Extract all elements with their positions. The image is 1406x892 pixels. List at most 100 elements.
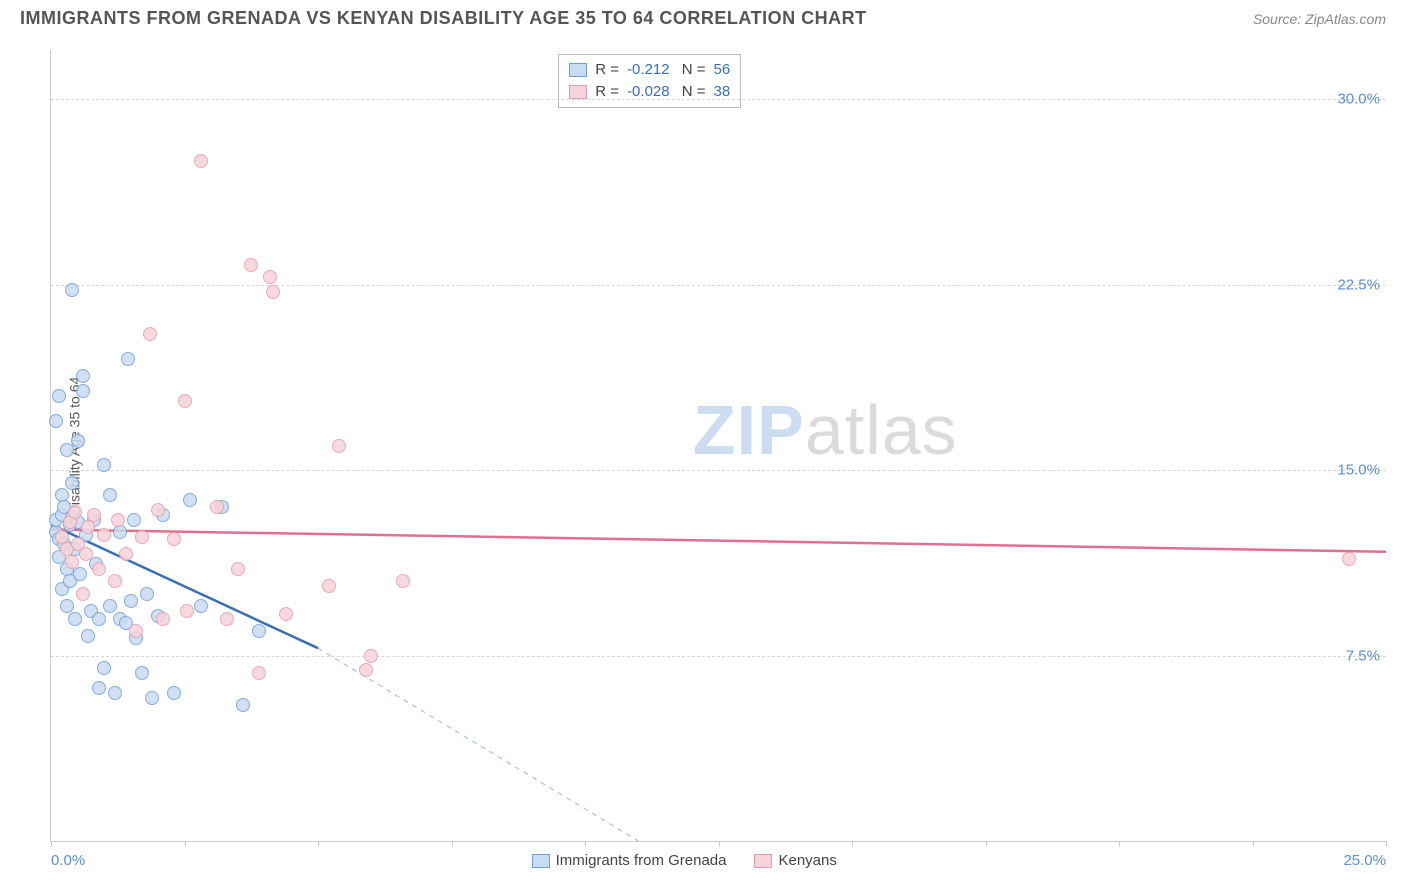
data-point — [79, 547, 93, 561]
y-tick-label: 7.5% — [1346, 647, 1380, 664]
legend-item: Immigrants from Grenada — [532, 852, 727, 869]
legend-row: R = -0.212 N = 56 — [569, 59, 730, 81]
data-point — [143, 327, 157, 341]
legend-swatch — [569, 63, 587, 77]
data-point — [68, 612, 82, 626]
data-point — [244, 258, 258, 272]
legend-r-value: -0.212 — [627, 59, 670, 81]
y-tick-label: 22.5% — [1337, 276, 1380, 293]
data-point — [97, 661, 111, 675]
data-point — [279, 607, 293, 621]
data-point — [81, 629, 95, 643]
data-point — [76, 587, 90, 601]
x-tick — [1386, 841, 1387, 847]
data-point — [76, 369, 90, 383]
data-point — [129, 624, 143, 638]
x-tick — [585, 841, 586, 847]
data-point — [135, 666, 149, 680]
grid-line — [51, 99, 1386, 100]
data-point — [178, 394, 192, 408]
data-point — [97, 458, 111, 472]
data-point — [92, 562, 106, 576]
data-point — [65, 476, 79, 490]
data-point — [210, 500, 224, 514]
data-point — [97, 528, 111, 542]
data-point — [1342, 552, 1356, 566]
watermark-rest: atlas — [805, 391, 958, 469]
data-point — [322, 579, 336, 593]
data-point — [359, 663, 373, 677]
x-tick — [1253, 841, 1254, 847]
data-point — [49, 414, 63, 428]
y-tick-label: 30.0% — [1337, 91, 1380, 108]
x-tick — [318, 841, 319, 847]
data-point — [92, 681, 106, 695]
x-tick — [1119, 841, 1120, 847]
data-point — [124, 594, 138, 608]
data-point — [252, 666, 266, 680]
data-point — [87, 508, 101, 522]
x-tick — [51, 841, 52, 847]
data-point — [231, 562, 245, 576]
data-point — [194, 154, 208, 168]
watermark: ZIPatlas — [693, 390, 958, 470]
data-point — [396, 574, 410, 588]
data-point — [65, 283, 79, 297]
legend-item: Kenyans — [754, 852, 836, 869]
x-tick — [185, 841, 186, 847]
regression-lines — [51, 50, 1386, 841]
data-point — [111, 513, 125, 527]
grid-line — [51, 470, 1386, 471]
data-point — [236, 698, 250, 712]
data-point — [183, 493, 197, 507]
chart-plot-area: Disability Age 35 to 64 ZIPatlas R = -0.… — [50, 50, 1386, 842]
data-point — [364, 649, 378, 663]
data-point — [103, 599, 117, 613]
data-point — [167, 532, 181, 546]
data-point — [135, 530, 149, 544]
grid-line — [51, 656, 1386, 657]
x-axis-min-label: 0.0% — [51, 852, 85, 869]
data-point — [76, 384, 90, 398]
data-point — [266, 285, 280, 299]
data-point — [151, 503, 165, 517]
y-tick-label: 15.0% — [1337, 462, 1380, 479]
legend-swatch — [754, 854, 772, 868]
chart-title: IMMIGRANTS FROM GRENADA VS KENYAN DISABI… — [20, 8, 867, 29]
data-point — [81, 520, 95, 534]
data-point — [65, 555, 79, 569]
data-point — [220, 612, 234, 626]
series-legend: Immigrants from Grenada Kenyans — [532, 852, 837, 869]
data-point — [140, 587, 154, 601]
data-point — [127, 513, 141, 527]
data-point — [263, 270, 277, 284]
legend-label: Immigrants from Grenada — [556, 852, 727, 869]
legend-n-value: 56 — [714, 59, 731, 81]
data-point — [113, 525, 127, 539]
legend-swatch — [569, 85, 587, 99]
data-point — [145, 691, 159, 705]
data-point — [68, 505, 82, 519]
x-tick — [852, 841, 853, 847]
data-point — [252, 624, 266, 638]
data-point — [108, 686, 122, 700]
data-point — [121, 352, 135, 366]
data-point — [156, 612, 170, 626]
data-point — [167, 686, 181, 700]
data-point — [332, 439, 346, 453]
x-tick — [986, 841, 987, 847]
grid-line — [51, 285, 1386, 286]
chart-header: IMMIGRANTS FROM GRENADA VS KENYAN DISABI… — [0, 0, 1406, 33]
data-point — [119, 547, 133, 561]
data-point — [52, 389, 66, 403]
legend-n-label: N = — [678, 59, 706, 81]
data-point — [194, 599, 208, 613]
x-tick — [719, 841, 720, 847]
data-point — [71, 434, 85, 448]
watermark-bold: ZIP — [693, 391, 805, 469]
data-point — [103, 488, 117, 502]
data-point — [180, 604, 194, 618]
data-point — [108, 574, 122, 588]
legend-swatch — [532, 854, 550, 868]
data-point — [92, 612, 106, 626]
